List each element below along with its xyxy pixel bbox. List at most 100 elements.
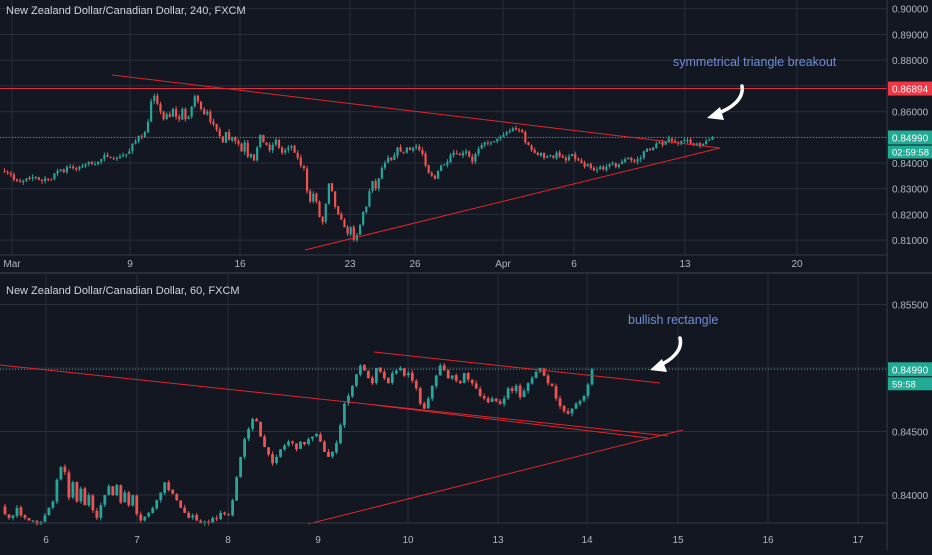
candle-body [337, 206, 340, 215]
candle-body [139, 514, 143, 521]
candle-body [427, 165, 430, 174]
candle-body [527, 142, 530, 145]
candle-body [156, 95, 159, 104]
price-tick-label: 0.88000 [892, 56, 929, 67]
candle-body [75, 168, 78, 170]
candle-body [47, 178, 50, 180]
candle-body [510, 388, 514, 391]
candle-body [534, 371, 538, 379]
time-tick-label: 7 [134, 535, 140, 546]
candle-body [146, 121, 150, 133]
candle-body [159, 492, 163, 500]
candle-body [639, 157, 642, 160]
price-tick-label: 0.83000 [892, 185, 929, 196]
candle-body [140, 136, 143, 138]
candle-body [203, 109, 206, 115]
candle-body [284, 150, 287, 153]
candle-body [522, 390, 526, 398]
candle-body [667, 138, 670, 142]
candle-body [442, 365, 446, 371]
candle-body [658, 142, 661, 144]
candle-body [692, 143, 695, 145]
candle-body [408, 147, 412, 151]
price-tick-label: 0.85500 [892, 300, 929, 311]
price-tick-label: 0.89000 [892, 30, 929, 41]
candle-body [151, 507, 155, 514]
candle-body [137, 135, 140, 142]
candle-body [72, 166, 75, 169]
candle-body [112, 158, 115, 160]
price-tick-label: 0.84500 [892, 428, 929, 439]
top-chart-title: New Zealand Dollar/Canadian Dollar, 240,… [6, 5, 246, 17]
candle-body [605, 166, 608, 170]
candle-body [608, 164, 611, 167]
candle-body [358, 365, 362, 375]
candle-body [247, 428, 250, 439]
top-time-axis[interactable]: Mar 9 16 23 26 Apr 6 13 20 [3, 259, 803, 270]
candle-body [43, 515, 47, 522]
top-arrow-head [707, 107, 724, 120]
candle-body [135, 495, 139, 515]
candle-body [115, 484, 119, 496]
top-panel-candles [0, 88, 887, 243]
candle-body [489, 142, 493, 144]
top-price-axis[interactable]: 0.810000.820000.830000.840000.850000.860… [888, 5, 932, 247]
candle-body [418, 388, 422, 404]
bottom-chart-title: New Zealand Dollar/Canadian Dollar, 60, … [6, 285, 240, 297]
candle-body [574, 403, 578, 409]
candle-body [59, 169, 62, 171]
price-tick-label: 0.82000 [892, 210, 929, 221]
candle-body [131, 495, 135, 506]
candle-body [19, 507, 23, 516]
candle-body [134, 141, 137, 144]
candle-body [496, 138, 499, 142]
candle-body [530, 145, 533, 151]
candle-body [424, 153, 427, 166]
price-badge [888, 130, 932, 145]
candle-body [62, 169, 65, 172]
candle-body [211, 517, 215, 523]
candle-body [212, 121, 215, 125]
candle-body [471, 156, 474, 162]
candle-body [482, 396, 486, 399]
time-tick-label: 8 [225, 535, 231, 546]
candle-body [240, 143, 243, 152]
candle-body [542, 368, 546, 376]
candle-body [305, 168, 309, 192]
candle-body [251, 418, 254, 429]
time-tick-label: Mar [3, 259, 21, 270]
candle-body [295, 443, 298, 450]
candle-body [351, 385, 354, 397]
candle-body [390, 373, 394, 383]
candle-body [121, 155, 125, 157]
candle-body [411, 147, 415, 151]
candle-body [438, 365, 442, 376]
candle-body [494, 398, 498, 402]
time-tick-label: 10 [402, 535, 414, 546]
candle-body [508, 130, 511, 133]
candle-body [163, 482, 167, 493]
candle-body [103, 155, 106, 159]
countdown-text: 59:58 [892, 379, 916, 390]
candle-body [450, 375, 454, 379]
candle-body [380, 168, 383, 179]
bottom-time-axis[interactable]: 6 7 8 9 10 13 14 15 16 17 [43, 535, 864, 546]
candle-body [199, 101, 203, 109]
candle-body [673, 140, 677, 143]
candle-body [309, 191, 312, 202]
candle-body [536, 152, 539, 156]
candle-body [162, 111, 165, 120]
candle-body [680, 141, 683, 145]
candle-body [71, 482, 75, 498]
candle-body [187, 116, 190, 119]
candle-body [570, 408, 574, 414]
candle-body [111, 486, 115, 496]
candle-body [227, 514, 231, 516]
bottom-arrow-head [650, 359, 667, 372]
candle-body [334, 191, 337, 207]
candle-body [370, 377, 374, 384]
candle-body [426, 398, 430, 409]
candle-body [374, 181, 377, 189]
